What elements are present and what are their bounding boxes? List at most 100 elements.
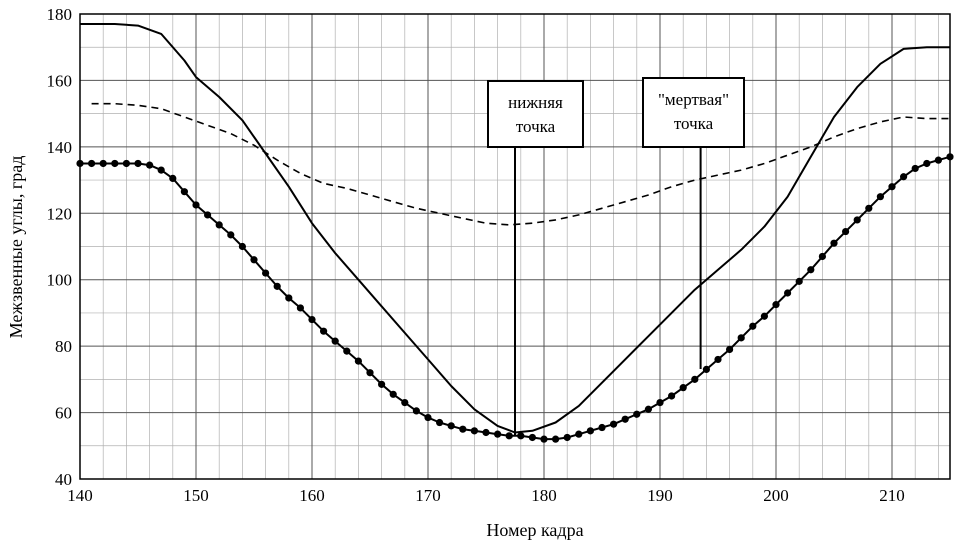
annotation-text: точка [516, 117, 556, 136]
data-point [180, 188, 188, 196]
annotation-box [487, 80, 584, 148]
annotation-text: "мертвая" [658, 90, 729, 109]
y-tick-label: 140 [47, 138, 73, 157]
data-point [726, 345, 734, 354]
x-tick-label: 180 [531, 486, 557, 505]
x-axis-label: Номер кадра [486, 520, 583, 540]
data-point [482, 428, 490, 437]
data-point [760, 312, 769, 320]
data-point [586, 427, 595, 435]
x-tick-label: 140 [67, 486, 93, 505]
data-point [853, 216, 861, 224]
data-point [331, 337, 339, 345]
data-point [215, 221, 223, 229]
data-point [633, 410, 641, 418]
annotation-text: точка [674, 114, 714, 133]
y-axis-label: Межзвенные углы, град [6, 156, 26, 339]
data-point [227, 231, 235, 239]
annotations-layer: нижняя точка "мертвая" точка [487, 77, 745, 436]
data-point [784, 289, 792, 297]
data-point [99, 159, 107, 168]
data-point [459, 425, 467, 433]
y-tick-label: 160 [47, 71, 73, 90]
data-point [900, 173, 908, 181]
data-point [447, 422, 455, 430]
annotation-text: нижняя [508, 93, 563, 112]
y-tick-label: 80 [55, 337, 72, 356]
data-point [865, 204, 873, 212]
x-tick-label: 200 [763, 486, 789, 505]
data-point [563, 433, 571, 442]
data-point [888, 183, 896, 191]
data-point [575, 430, 583, 438]
data-point [296, 304, 304, 312]
y-tick-label: 180 [47, 5, 73, 24]
data-point [818, 252, 827, 261]
data-point [737, 334, 745, 342]
data-point [494, 430, 502, 438]
minor-gridlines [80, 14, 950, 479]
plot-frame [79, 13, 951, 480]
data-point [389, 390, 397, 398]
data-point [911, 164, 919, 173]
x-tick-labels: 140 150 160 170 180 190 200 210 [67, 486, 905, 505]
data-point [238, 242, 246, 251]
data-point [262, 269, 270, 277]
x-tick-label: 190 [647, 486, 673, 505]
data-point [366, 369, 374, 377]
data-point [146, 161, 154, 169]
data-point [540, 435, 548, 443]
data-point [424, 413, 432, 422]
data-point [644, 405, 653, 413]
data-point [273, 282, 281, 290]
data-point [668, 392, 676, 400]
data-point [354, 357, 362, 365]
data-point [111, 159, 119, 168]
data-point [772, 301, 780, 309]
data-point [923, 159, 931, 168]
data-point [656, 399, 664, 407]
x-tick-label: 210 [879, 486, 905, 505]
data-point [250, 256, 258, 264]
data-point [76, 159, 84, 168]
data-point [702, 365, 711, 373]
data-point [552, 435, 560, 443]
data-point [679, 384, 687, 392]
data-point [714, 355, 722, 364]
data-point [610, 420, 618, 428]
data-point [946, 153, 954, 161]
data-point [436, 418, 444, 427]
data-point [749, 322, 757, 330]
x-tick-label: 160 [299, 486, 325, 505]
data-point [505, 432, 513, 440]
data-point [401, 399, 409, 407]
y-tick-label: 60 [55, 404, 72, 423]
data-point [378, 380, 386, 388]
data-point [134, 159, 142, 168]
data-point [169, 174, 177, 183]
data-point [807, 266, 815, 274]
data-point [192, 201, 200, 209]
data-point [621, 415, 629, 423]
y-tick-labels: 40 60 80 100 120 140 160 180 [47, 5, 73, 489]
y-tick-label: 40 [55, 470, 72, 489]
data-point [470, 427, 478, 435]
data-point [320, 327, 328, 335]
data-point [204, 211, 212, 219]
data-point [412, 407, 420, 415]
data-point [122, 159, 130, 168]
data-point [308, 315, 316, 324]
data-point [88, 159, 96, 168]
data-point [598, 423, 606, 432]
data-point [934, 156, 943, 164]
annotation-box [642, 77, 745, 148]
data-point [528, 433, 537, 442]
data-point [157, 166, 165, 174]
data-point [830, 239, 838, 247]
data-point [876, 193, 885, 201]
data-point [517, 432, 525, 440]
y-tick-label: 120 [47, 204, 73, 223]
data-point [842, 227, 850, 236]
series-line-dashed [91, 102, 950, 226]
